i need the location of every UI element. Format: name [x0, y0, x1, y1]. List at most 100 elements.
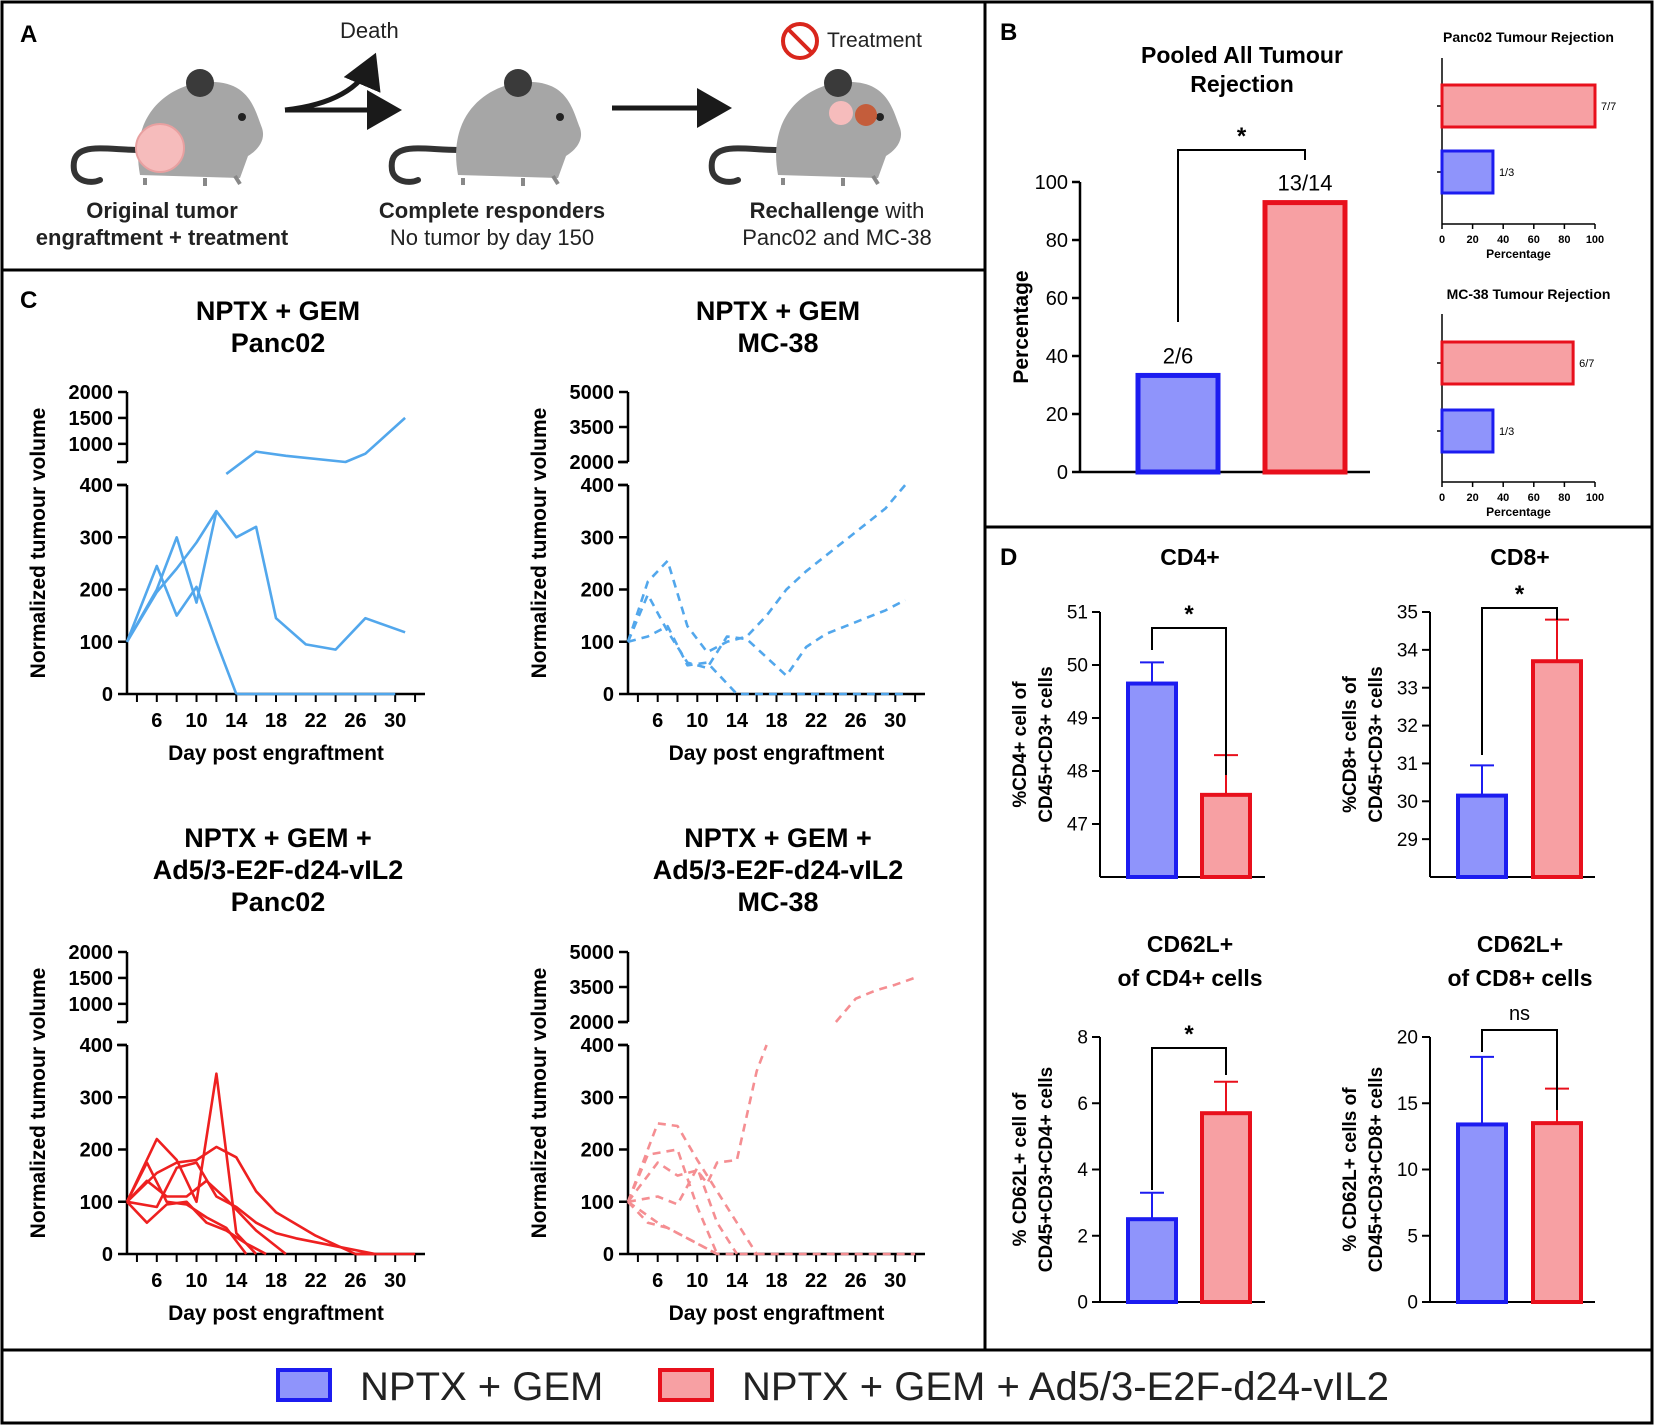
d_cd62l_cd4-ytick-label: 4 [1077, 1160, 1088, 1181]
c4-ytick-label: 5000 [570, 942, 615, 964]
c3-series-5 [126, 1179, 287, 1256]
c4-ytick-label: 300 [581, 1087, 614, 1109]
c2-x-label: Day post engraftment [669, 742, 885, 765]
cd8-bar-chart: 29 30 31 32 33 34 35 * CD8+ %CD8+ cells of CD45+CD… [1340, 544, 1595, 880]
c4-series-5 [626, 1148, 719, 1255]
d_cd62l_cd4-ytick-label: 2 [1077, 1226, 1088, 1247]
c1-series-0 [125, 564, 238, 695]
pooled-title-1: Rejection [1190, 71, 1294, 97]
c2-ytick-label: 200 [581, 580, 614, 602]
mouse-rechallenge-icon [708, 69, 902, 186]
d_cd62l_cd4-y-label-1: CD45+CD3+CD4+ cells [1036, 1067, 1057, 1272]
d_cd62l_cd8-significance-bracket [1481, 1029, 1558, 1110]
pooled-significance-bracket [1177, 149, 1306, 322]
c2-series-0 [626, 484, 907, 654]
c3-xtick-label: 22 [305, 1270, 327, 1292]
c4-title-0: NPTX + GEM + [684, 823, 872, 853]
d_cd62l_cd8-title-0: CD62L+ [1477, 931, 1563, 957]
c4-ytick-label: 0 [603, 1244, 614, 1266]
step1-line2: engraftment + treatment [36, 225, 289, 250]
step2-line1: Complete responders [379, 198, 605, 223]
step2-line2: No tumor by day 150 [390, 225, 594, 250]
legend-swatch-blue [276, 1368, 332, 1402]
d_cd62l_cd8-significance-label: ns [1509, 1003, 1530, 1025]
flow-arrows [284, 52, 732, 130]
c3-ytick-label: 100 [80, 1192, 113, 1214]
step3-line2: Panc02 and MC-38 [742, 225, 932, 250]
c4-series-0 [626, 1122, 758, 1255]
c1-series-2-part-1 [225, 416, 406, 475]
c1-series-1 [125, 509, 406, 651]
d_cd62l_cd8-y-label-0: % CD62L+ cells of [1340, 1087, 1361, 1252]
d_cd8-y-label-1: CD45+CD3+ cells [1366, 666, 1387, 822]
panc02_rej-xtick-label: 100 [1586, 234, 1604, 246]
d_cd62l_cd8-ytick-label: 0 [1407, 1293, 1418, 1314]
c4-series-1 [626, 1044, 768, 1203]
c3-ytick-label: 1500 [69, 968, 114, 990]
c2-xtick-label: 26 [845, 710, 867, 732]
c4-title-1: Ad5/3-E2F-d24-vIL2 [653, 855, 904, 885]
d_cd8-bar-nptx-gem [1456, 793, 1508, 879]
c4-xtick-label: 22 [805, 1270, 827, 1292]
d_cd8-significance-label: * [1515, 581, 1525, 608]
c4-title-2: MC-38 [737, 887, 818, 917]
c2-xtick-label: 10 [686, 710, 708, 732]
c3-xtick-label: 18 [265, 1270, 287, 1292]
mc38_rej-xtick-label: 60 [1528, 492, 1540, 504]
c1-xtick-label: 10 [185, 710, 207, 732]
c1-title-1: Panc02 [231, 328, 326, 358]
d_cd62l_cd8-title-1: of CD8+ cells [1447, 965, 1592, 991]
c1-ytick-label: 0 [102, 684, 113, 706]
mc38-rejection-chart: MC-38 Tumour Rejection 0 20 40 60 80 100 Percen… [1437, 286, 1610, 519]
c4-series-2 [627, 1200, 757, 1256]
d_cd4-ytick-label: 50 [1067, 656, 1088, 677]
d_cd8-bar-nptx-gem-virus [1531, 659, 1583, 880]
c2-ytick-label: 400 [581, 475, 614, 497]
panc02_rej-xtick-label: 40 [1497, 234, 1509, 246]
c1-xtick-label: 30 [384, 710, 406, 732]
mc38_rej-xtick-label: 100 [1586, 492, 1604, 504]
pooled-y-label-0: Percentage [1010, 270, 1033, 383]
d_cd4-title-0: CD4+ [1160, 544, 1219, 570]
c4-ytick-label: 200 [581, 1140, 614, 1162]
panel-b-label: B [1000, 19, 1017, 46]
panc02-rejection-chart: Panc02 Tumour Rejection 0 20 40 60 80 100 Perce… [1437, 29, 1616, 261]
d_cd4-significance-bracket [1151, 627, 1227, 775]
c1-xtick-label: 6 [151, 710, 162, 732]
d_cd4-ytick-label: 51 [1067, 603, 1088, 624]
c2-series-2 [627, 624, 906, 696]
treatment-label: Treatment [827, 29, 922, 52]
d_cd62l_cd4-y-label-0: % CD62L+ cell of [1010, 1092, 1031, 1246]
c4-xtick-label: 14 [726, 1270, 749, 1292]
c2-title-0: NPTX + GEM [696, 296, 860, 326]
step1-line1: Original tumor [86, 198, 238, 223]
d_cd4-ytick-label: 49 [1067, 709, 1088, 730]
d_cd62l_cd8-ytick-label: 20 [1397, 1028, 1418, 1049]
step3-line1: Rechallenge with [750, 198, 925, 223]
c3-series-2 [126, 1161, 376, 1256]
c4-xtick-label: 18 [765, 1270, 787, 1292]
d_cd4-y-label-0: %CD4+ cell of [1010, 681, 1031, 808]
legend: NPTX + GEM NPTX + GEM + Ad5/3-E2F-d24-vI… [276, 1365, 1389, 1409]
panc02_rej-x-label: Percentage [1486, 247, 1551, 261]
c2-ytick-label: 5000 [570, 382, 615, 404]
c1-ytick-label: 1000 [69, 434, 114, 456]
legend-label-blue: NPTX + GEM [360, 1365, 603, 1409]
mc38_rej-bar-nptx-gem-virus [1440, 340, 1575, 386]
d_cd8-ytick-label: 33 [1397, 678, 1418, 699]
c1-ytick-label: 100 [80, 632, 113, 654]
c3-ytick-label: 1000 [69, 994, 114, 1016]
c3-ytick-label: 200 [80, 1140, 113, 1162]
c4-ytick-label: 3500 [570, 977, 615, 999]
c2-ytick-label: 2000 [570, 452, 615, 474]
d_cd62l_cd8-ytick-label: 10 [1397, 1160, 1418, 1181]
c3-xtick-label: 6 [151, 1270, 162, 1292]
mc38_rej-xtick-label: 0 [1439, 492, 1445, 504]
pooled-data-label: 13/14 [1277, 171, 1332, 196]
mc38_rej-xtick-label: 80 [1558, 492, 1570, 504]
death-label: Death [340, 18, 399, 43]
d_cd8-title-0: CD8+ [1490, 544, 1549, 570]
